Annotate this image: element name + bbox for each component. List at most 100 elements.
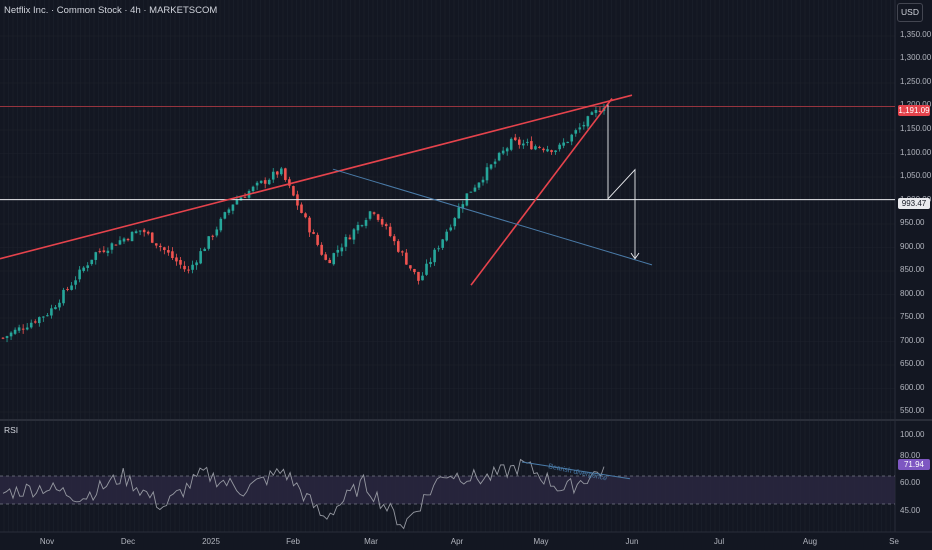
candle-body	[550, 150, 553, 153]
candle-body	[522, 143, 525, 146]
price-tick: 1,300.00	[900, 53, 932, 62]
candle-body	[562, 142, 565, 146]
price-tick: 900.00	[900, 242, 925, 251]
candle-body	[497, 152, 501, 161]
candle-body	[195, 262, 198, 266]
candle-body	[163, 247, 166, 251]
candle-body	[513, 137, 517, 141]
candle-body	[401, 251, 404, 253]
candle-body	[477, 182, 481, 188]
candle-body	[126, 238, 130, 241]
rsi-tick: 80.00	[900, 451, 921, 460]
candle-body	[340, 247, 344, 252]
candle-body	[582, 125, 586, 127]
candle-body	[13, 329, 17, 334]
rsi-divergence-line	[521, 461, 631, 480]
candle-body	[235, 199, 239, 205]
time-tick: Nov	[39, 537, 55, 546]
time-tick: Aug	[802, 537, 818, 546]
candle-body	[70, 285, 73, 290]
last-price-badge: 1,191.09	[898, 105, 930, 116]
candle-body	[54, 307, 57, 310]
candle-body	[33, 321, 37, 323]
candle-body	[86, 265, 90, 268]
candle-body	[433, 249, 436, 263]
candle-body	[453, 218, 457, 227]
candle-body	[364, 220, 368, 226]
rsi-tick: 100.00	[900, 430, 925, 439]
candle-body	[183, 265, 186, 270]
candle-body	[590, 112, 594, 115]
candle-body	[17, 327, 21, 331]
candle-body	[9, 332, 13, 337]
candle-body	[558, 144, 561, 150]
time-tick: Se	[889, 537, 899, 546]
candle-body	[413, 268, 416, 273]
candle-body	[223, 212, 227, 219]
candle-body	[288, 179, 291, 186]
candle-body	[130, 231, 134, 242]
price-tick: 650.00	[900, 359, 925, 368]
rsi-value-badge: 71.94	[898, 459, 930, 470]
candle-body	[263, 180, 267, 184]
candle-body	[29, 322, 33, 328]
candle-body	[505, 148, 509, 152]
candle-body	[316, 234, 319, 245]
currency-button[interactable]: USD	[897, 3, 923, 22]
rsi-tick: 60.00	[900, 478, 921, 487]
wedge-upper-trendline	[0, 94, 633, 260]
candle-body	[78, 269, 81, 280]
candle-body	[437, 248, 440, 250]
price-tick: 850.00	[900, 265, 925, 274]
candle-body	[473, 187, 477, 192]
candle-body	[481, 179, 485, 183]
candle-body	[118, 240, 122, 245]
time-tick: Mar	[364, 537, 378, 546]
candle-body	[94, 252, 98, 260]
candle-body	[461, 204, 465, 209]
candle-body	[469, 191, 473, 193]
price-tick: 1,050.00	[900, 171, 932, 180]
rsi-panel-label: RSI	[4, 425, 19, 435]
candle-body	[509, 138, 513, 150]
candle-body	[586, 116, 590, 127]
price-tick: 700.00	[900, 336, 925, 345]
candle-body	[175, 257, 178, 262]
candle-body	[372, 212, 376, 214]
candle-body	[300, 204, 303, 213]
candle-body	[66, 288, 69, 290]
candle-body	[284, 168, 287, 180]
candle-body	[441, 239, 444, 248]
candle-body	[271, 171, 275, 180]
candle-body	[445, 231, 448, 241]
candle-body	[62, 289, 65, 304]
chart-title: Netflix Inc. · Common Stock · 4h · MARKE…	[4, 5, 218, 16]
candle-body	[526, 141, 529, 143]
time-tick: Jul	[713, 537, 725, 546]
candle-body	[554, 150, 557, 153]
candle-body	[376, 214, 380, 220]
descending-trendline	[332, 168, 653, 266]
candle-body	[211, 235, 215, 237]
candle-body	[82, 267, 85, 271]
candle-body	[542, 148, 545, 151]
rsi-tick: 45.00	[900, 506, 921, 515]
candle-body	[122, 238, 126, 242]
price-tick: 950.00	[900, 218, 925, 227]
candle-body	[46, 315, 49, 317]
price-tick: 1,200.00	[900, 100, 931, 109]
time-tick: Apr	[450, 537, 464, 546]
candle-body	[384, 224, 388, 227]
candle-body	[58, 302, 61, 308]
candle-body	[280, 168, 283, 175]
price-tick: 1,150.00	[900, 124, 932, 133]
candle-body	[380, 219, 384, 225]
candle-body	[421, 275, 424, 281]
time-tick: Jun	[625, 537, 639, 546]
candle-body	[187, 269, 190, 271]
candle-body	[215, 229, 219, 236]
candle-body	[255, 182, 259, 186]
